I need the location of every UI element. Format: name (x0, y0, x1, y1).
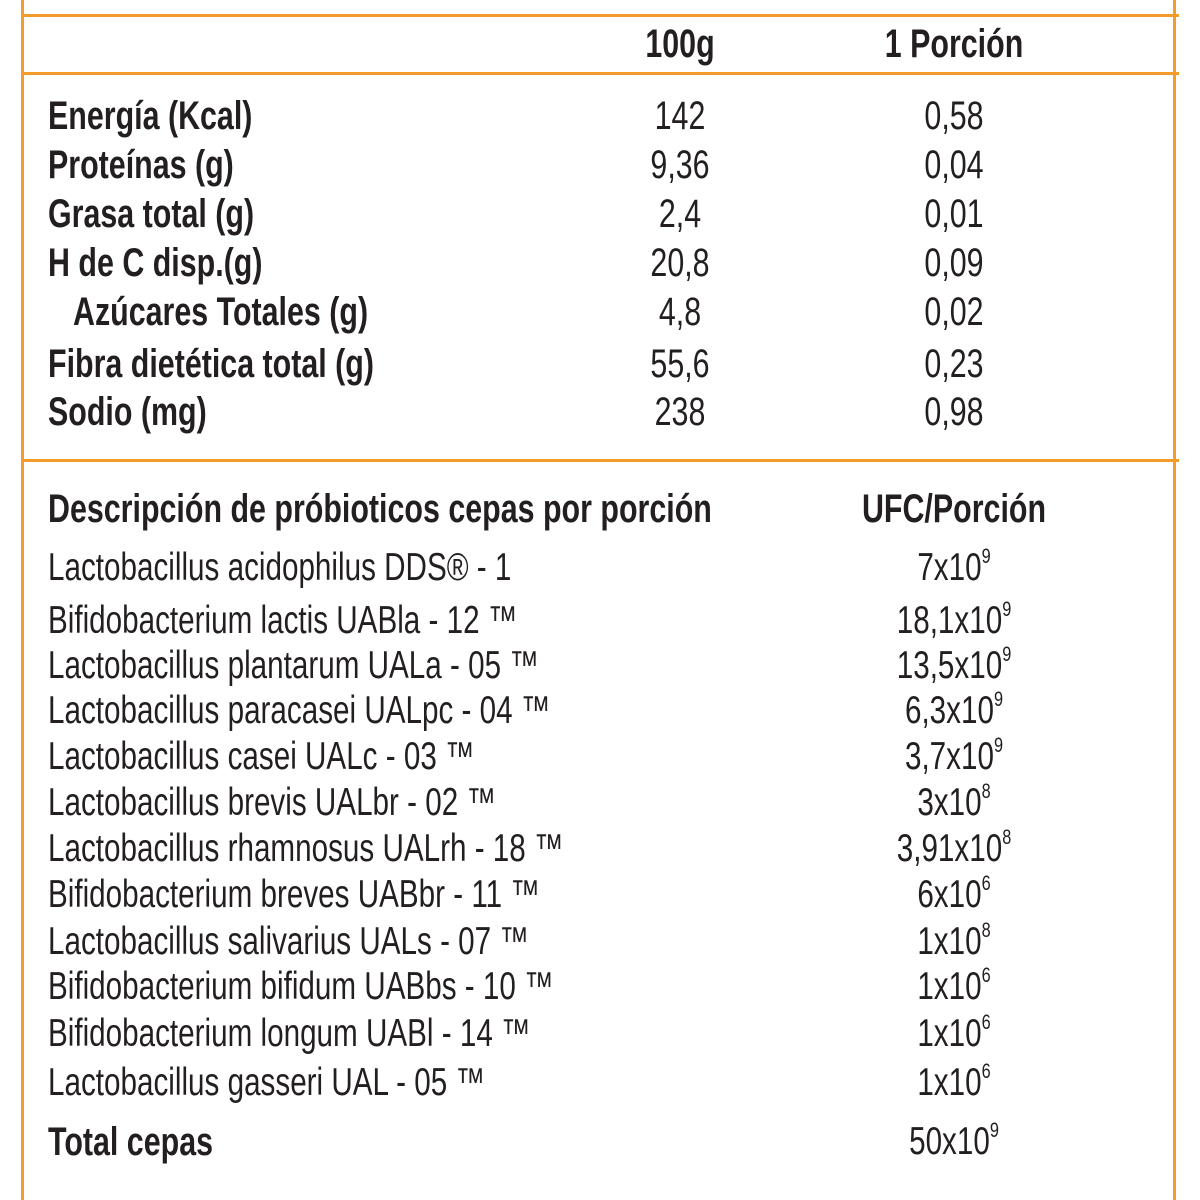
divider-header (21, 72, 1179, 75)
row-value-portion: 0,04 (924, 143, 984, 187)
row-value-portion: 0,09 (924, 241, 984, 285)
strain-name: Lactobacillus acidophilus DDS® - 1 (48, 546, 512, 589)
nutrition-panel (21, 0, 1176, 1200)
row-label: Energía (Kcal) (48, 94, 253, 138)
divider-top (21, 14, 1179, 17)
column-header-portion: 1 Porción (884, 22, 1024, 66)
row-value-100g: 142 (654, 94, 706, 138)
row-value-portion: 0,02 (924, 290, 984, 334)
row-value-portion: 0,98 (924, 390, 984, 434)
row-value-portion: 0,58 (924, 94, 984, 138)
row-value-100g: 2,4 (658, 192, 702, 236)
strain-ufc: 6x106 (917, 871, 991, 916)
strain-name: Lactobacillus paracasei UALpc - 04 ™ (48, 689, 551, 732)
strain-ufc: 1x106 (917, 1059, 991, 1104)
column-header-100g: 100g (645, 22, 715, 66)
row-label: Fibra dietética total (g) (48, 342, 374, 386)
strain-name: Lactobacillus salivarius UALs - 07 ™ (48, 920, 530, 963)
strain-ufc: 1x108 (917, 918, 991, 963)
row-value-100g: 238 (654, 390, 706, 434)
row-label-indented: Azúcares Totales (g) (73, 290, 369, 334)
strain-ufc: 13,5x109 (896, 642, 1012, 687)
ufc-header: UFC/Porción (861, 487, 1047, 531)
total-label: Total cepas (48, 1120, 214, 1164)
strain-ufc: 3x108 (917, 779, 991, 824)
strain-ufc: 3,7x109 (904, 733, 1004, 778)
strain-name: Lactobacillus plantarum UALa - 05 ™ (48, 644, 539, 687)
strain-name: Lactobacillus brevis UALbr - 02 ™ (48, 781, 497, 824)
strain-name: Bifidobacterium lactis UABla - 12 ™ (48, 599, 518, 642)
row-value-100g: 55,6 (650, 342, 710, 386)
strain-ufc: 1x106 (917, 1010, 991, 1055)
strain-name: Bifidobacterium longum UABl - 14 ™ (48, 1012, 531, 1055)
probiotics-header: Descripción de próbioticos cepas por por… (48, 487, 712, 531)
strain-ufc: 6,3x109 (904, 687, 1004, 732)
strain-ufc: 7x109 (917, 544, 991, 589)
row-value-100g: 4,8 (658, 290, 702, 334)
strain-name: Lactobacillus gasseri UAL - 05 ™ (48, 1061, 486, 1104)
strain-name: Bifidobacterium breves UABbr - 11 ™ (48, 873, 541, 916)
strain-ufc: 18,1x109 (896, 597, 1012, 642)
row-value-portion: 0,01 (924, 192, 984, 236)
strain-name: Lactobacillus casei UALc - 03 ™ (48, 735, 475, 778)
strain-name: Bifidobacterium bifidum UABbs - 10 ™ (48, 965, 554, 1008)
row-value-100g: 20,8 (650, 241, 710, 285)
divider-probiotics (21, 459, 1179, 462)
row-label: Sodio (mg) (48, 390, 207, 434)
row-label: Proteínas (g) (48, 143, 234, 187)
row-value-portion: 0,23 (924, 342, 984, 386)
row-label: Grasa total (g) (48, 192, 255, 236)
row-value-100g: 9,36 (650, 143, 710, 187)
strain-ufc: 1x106 (917, 963, 991, 1008)
strain-name: Lactobacillus rhamnosus UALrh - 18 ™ (48, 827, 564, 870)
strain-ufc: 3,91x108 (896, 825, 1012, 870)
row-label: H de C disp.(g) (48, 241, 263, 285)
total-ufc: 50x109 (909, 1118, 999, 1163)
